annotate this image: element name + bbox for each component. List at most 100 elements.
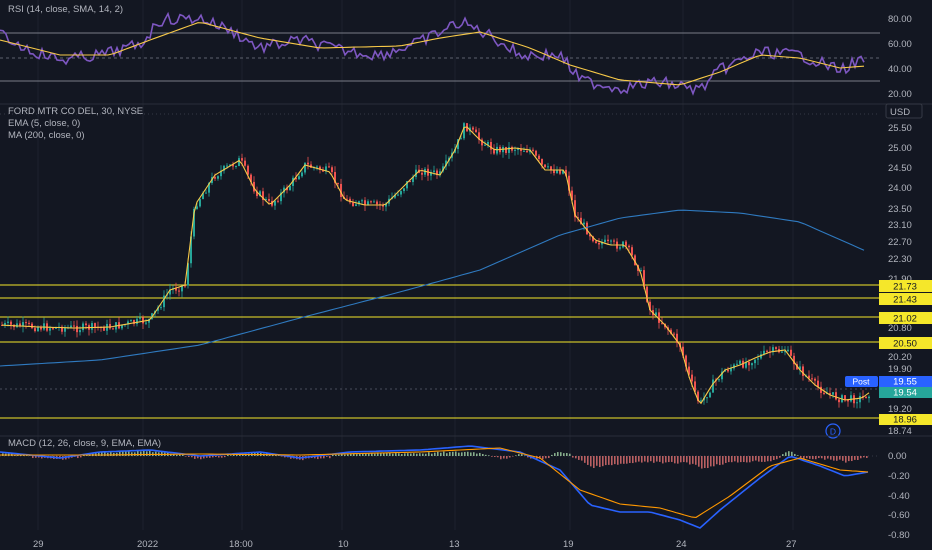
candle-body (352, 202, 354, 207)
macd-bar (506, 456, 508, 459)
macd-bar (524, 455, 526, 456)
level-tag-21-02-bg[interactable] (879, 312, 932, 324)
candle-body (475, 129, 477, 133)
macd-bar (11, 452, 13, 456)
macd-bar (398, 453, 400, 456)
macd-legend[interactable]: MACD (12, 26, close, 9, EMA, EMA) (8, 438, 161, 449)
macd-bar (605, 456, 607, 466)
rsi-legend[interactable]: RSI (14, close, SMA, 14, 2) (8, 4, 123, 15)
candle-body (31, 323, 33, 329)
macd-bar (584, 456, 586, 463)
macd-bar (647, 456, 649, 463)
macd-bar (860, 456, 862, 459)
candle-body (187, 263, 189, 286)
price-tick-18-74: 18.74 (888, 426, 912, 437)
candle-body (514, 149, 516, 151)
candle-body (727, 369, 729, 372)
candle-body (79, 330, 81, 333)
level-tag-21-43: 21.43 (893, 295, 917, 306)
candle-body (508, 146, 510, 153)
macd-pane[interactable]: MACD (12, 26, close, 9, EMA, EMA) 0.00 -… (0, 438, 910, 541)
macd-bar (827, 456, 829, 459)
candle-body (235, 166, 237, 168)
macd-bar (413, 453, 415, 456)
candle-body (709, 392, 711, 398)
level-tag-20-50-bg[interactable] (879, 337, 932, 349)
macd-bar (479, 452, 481, 456)
candle-body (280, 192, 282, 202)
macd-bar (341, 454, 343, 456)
candle-body (160, 307, 162, 309)
macd-bar (509, 456, 511, 458)
macd-bar (743, 456, 745, 463)
macd-bar (329, 456, 331, 459)
candle-body (730, 368, 732, 372)
level-tag-18-96-bg[interactable] (879, 414, 932, 425)
candle-body (685, 355, 687, 367)
candle-body (61, 326, 63, 332)
level-tag-21-02: 21.02 (893, 314, 917, 325)
price-tick-24-00: 24.00 (888, 183, 912, 194)
candle-body (163, 295, 165, 308)
price-tick-21-90: 21.90 (888, 274, 912, 285)
macd-bar (419, 453, 421, 456)
candle-body (307, 162, 309, 165)
macd-bar (554, 453, 556, 456)
macd-bar (443, 451, 445, 456)
candle-body (184, 285, 186, 287)
candle-body (748, 361, 750, 366)
time-label-19: 19 (563, 539, 574, 550)
level-tag-21-73-bg[interactable] (879, 280, 932, 292)
post-badge[interactable] (845, 376, 878, 387)
macd-bar (515, 455, 517, 456)
candle-body (577, 217, 579, 219)
candle-body (598, 243, 600, 245)
macd-bar (653, 456, 655, 463)
symbol-title[interactable]: FORD MTR CO DEL, 30, NYSE (8, 106, 143, 117)
macd-bar (146, 451, 148, 456)
candle-body (229, 164, 231, 166)
price-axis[interactable]: USD 25.50 25.00 24.50 24.00 23.50 23.10 … (845, 103, 932, 437)
rsi-pane[interactable]: RSI (14, close, SMA, 14, 2) 80.00 60.00 … (0, 4, 912, 100)
candle-body (244, 160, 246, 166)
macd-bar (155, 451, 157, 456)
macd-bar (104, 452, 106, 456)
candle-body (844, 395, 846, 401)
macd-bar (749, 456, 751, 463)
macd-bar (437, 451, 439, 456)
macd-bar (650, 456, 652, 462)
macd-bar (611, 456, 613, 466)
macd-bar (704, 456, 706, 469)
macd-bar (467, 451, 469, 456)
macd-bar (854, 456, 856, 460)
macd-bar (149, 450, 151, 456)
macd-bar (230, 455, 232, 456)
candle-body (289, 185, 291, 191)
dividend-marker[interactable] (825, 423, 841, 439)
currency-box[interactable] (885, 103, 923, 119)
price-pane[interactable]: FORD MTR CO DEL, 30, NYSE EMA (5, close,… (0, 106, 880, 439)
candle-body (340, 183, 342, 197)
second-price-tag-bg[interactable] (879, 387, 932, 398)
macd-bar (494, 456, 496, 457)
ma-legend[interactable]: MA (200, close, 0) (8, 130, 85, 141)
candle-body (847, 400, 849, 402)
macd-bar (239, 454, 241, 456)
candle-body (226, 165, 228, 167)
time-label-10: 10 (338, 539, 349, 550)
macd-bar (500, 456, 502, 460)
candle-body (217, 176, 219, 179)
macd-bar (734, 456, 736, 462)
ema-legend[interactable]: EMA (5, close, 0) (8, 118, 80, 129)
macd-bar (713, 456, 715, 467)
candle-body (133, 320, 135, 324)
candle-body (781, 351, 783, 353)
last-price-tag-bg[interactable] (879, 376, 932, 387)
level-tag-21-43-bg[interactable] (879, 293, 932, 305)
candle-body (91, 323, 93, 330)
macd-bar (527, 456, 529, 458)
candle-body (808, 375, 810, 379)
time-axis[interactable]: 29 2022 18:00 10 13 19 24 27 (33, 539, 797, 550)
macd-bar (431, 453, 433, 456)
